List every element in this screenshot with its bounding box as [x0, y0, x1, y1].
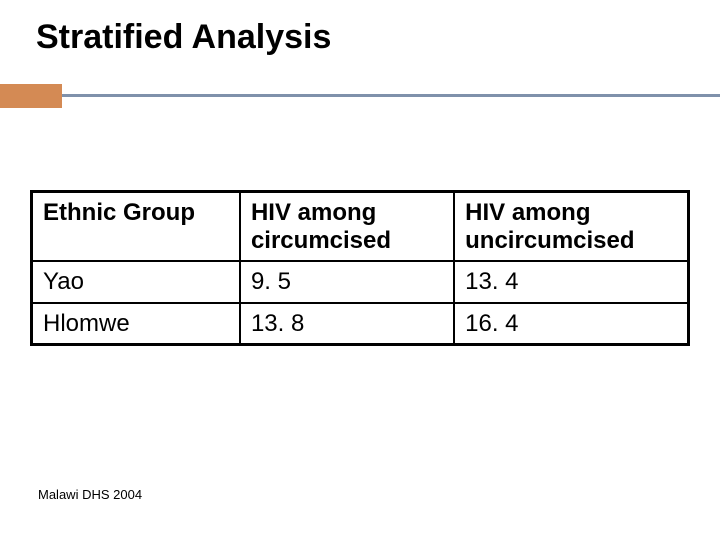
table-row: Yao 9. 5 13. 4 — [32, 261, 689, 303]
table-header-ethnic-group: Ethnic Group — [32, 192, 240, 262]
accent-bar — [0, 84, 62, 108]
table-header-hiv-circumcised: HIV among circumcised — [240, 192, 454, 262]
cell-hiv-uncircumcised: 13. 4 — [454, 261, 688, 303]
cell-hiv-circumcised: 9. 5 — [240, 261, 454, 303]
footer-source: Malawi DHS 2004 — [38, 487, 142, 502]
cell-hiv-uncircumcised: 16. 4 — [454, 303, 688, 345]
page-title: Stratified Analysis — [36, 18, 331, 57]
cell-hiv-circumcised: 13. 8 — [240, 303, 454, 345]
table-row: Hlomwe 13. 8 16. 4 — [32, 303, 689, 345]
cell-ethnic-group: Yao — [32, 261, 240, 303]
slide-container: Stratified Analysis Ethnic Group HIV amo… — [0, 0, 720, 540]
table-header-row: Ethnic Group HIV among circumcised HIV a… — [32, 192, 689, 262]
data-table: Ethnic Group HIV among circumcised HIV a… — [30, 190, 690, 346]
horizontal-rule — [62, 94, 720, 97]
table-header-hiv-uncircumcised: HIV among uncircumcised — [454, 192, 688, 262]
cell-ethnic-group: Hlomwe — [32, 303, 240, 345]
